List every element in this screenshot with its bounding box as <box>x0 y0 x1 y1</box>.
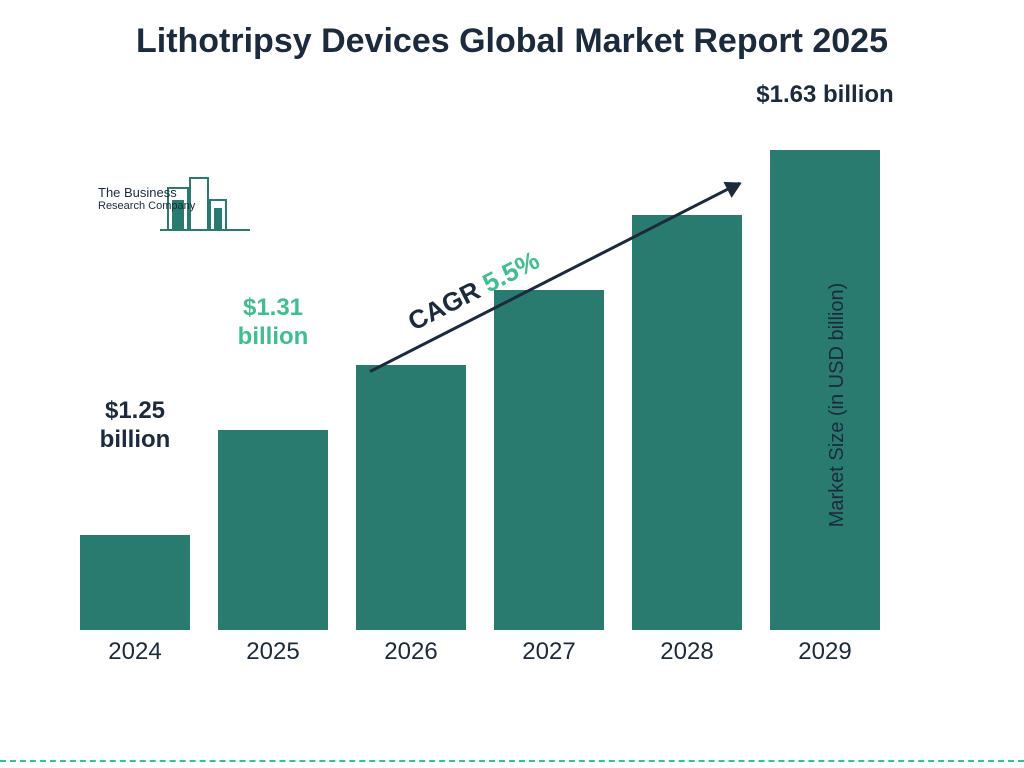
bar <box>632 215 742 630</box>
bottom-dashed-line <box>0 760 1024 762</box>
x-axis-tick-label: 2028 <box>617 638 757 666</box>
x-axis-tick-label: 2026 <box>341 638 481 666</box>
value-label: $1.31billion <box>218 294 328 352</box>
x-axis-tick-label: 2025 <box>203 638 343 666</box>
value-label: $1.25billion <box>80 397 190 455</box>
plot-area: 202420252026202720282029$1.25billion$1.3… <box>80 140 910 630</box>
y-axis-label: Market Size (in USD billion) <box>826 283 849 528</box>
x-axis-tick-label: 2027 <box>479 638 619 666</box>
chart-title: Lithotripsy Devices Global Market Report… <box>0 20 1024 63</box>
bar <box>494 290 604 630</box>
value-label: $1.63 billion <box>730 81 920 110</box>
bar <box>218 430 328 630</box>
x-axis-tick-label: 2029 <box>755 638 895 666</box>
bar <box>80 535 190 630</box>
bar-chart: 202420252026202720282029$1.25billion$1.3… <box>80 140 950 670</box>
bar <box>356 365 466 630</box>
x-axis-tick-label: 2024 <box>65 638 205 666</box>
